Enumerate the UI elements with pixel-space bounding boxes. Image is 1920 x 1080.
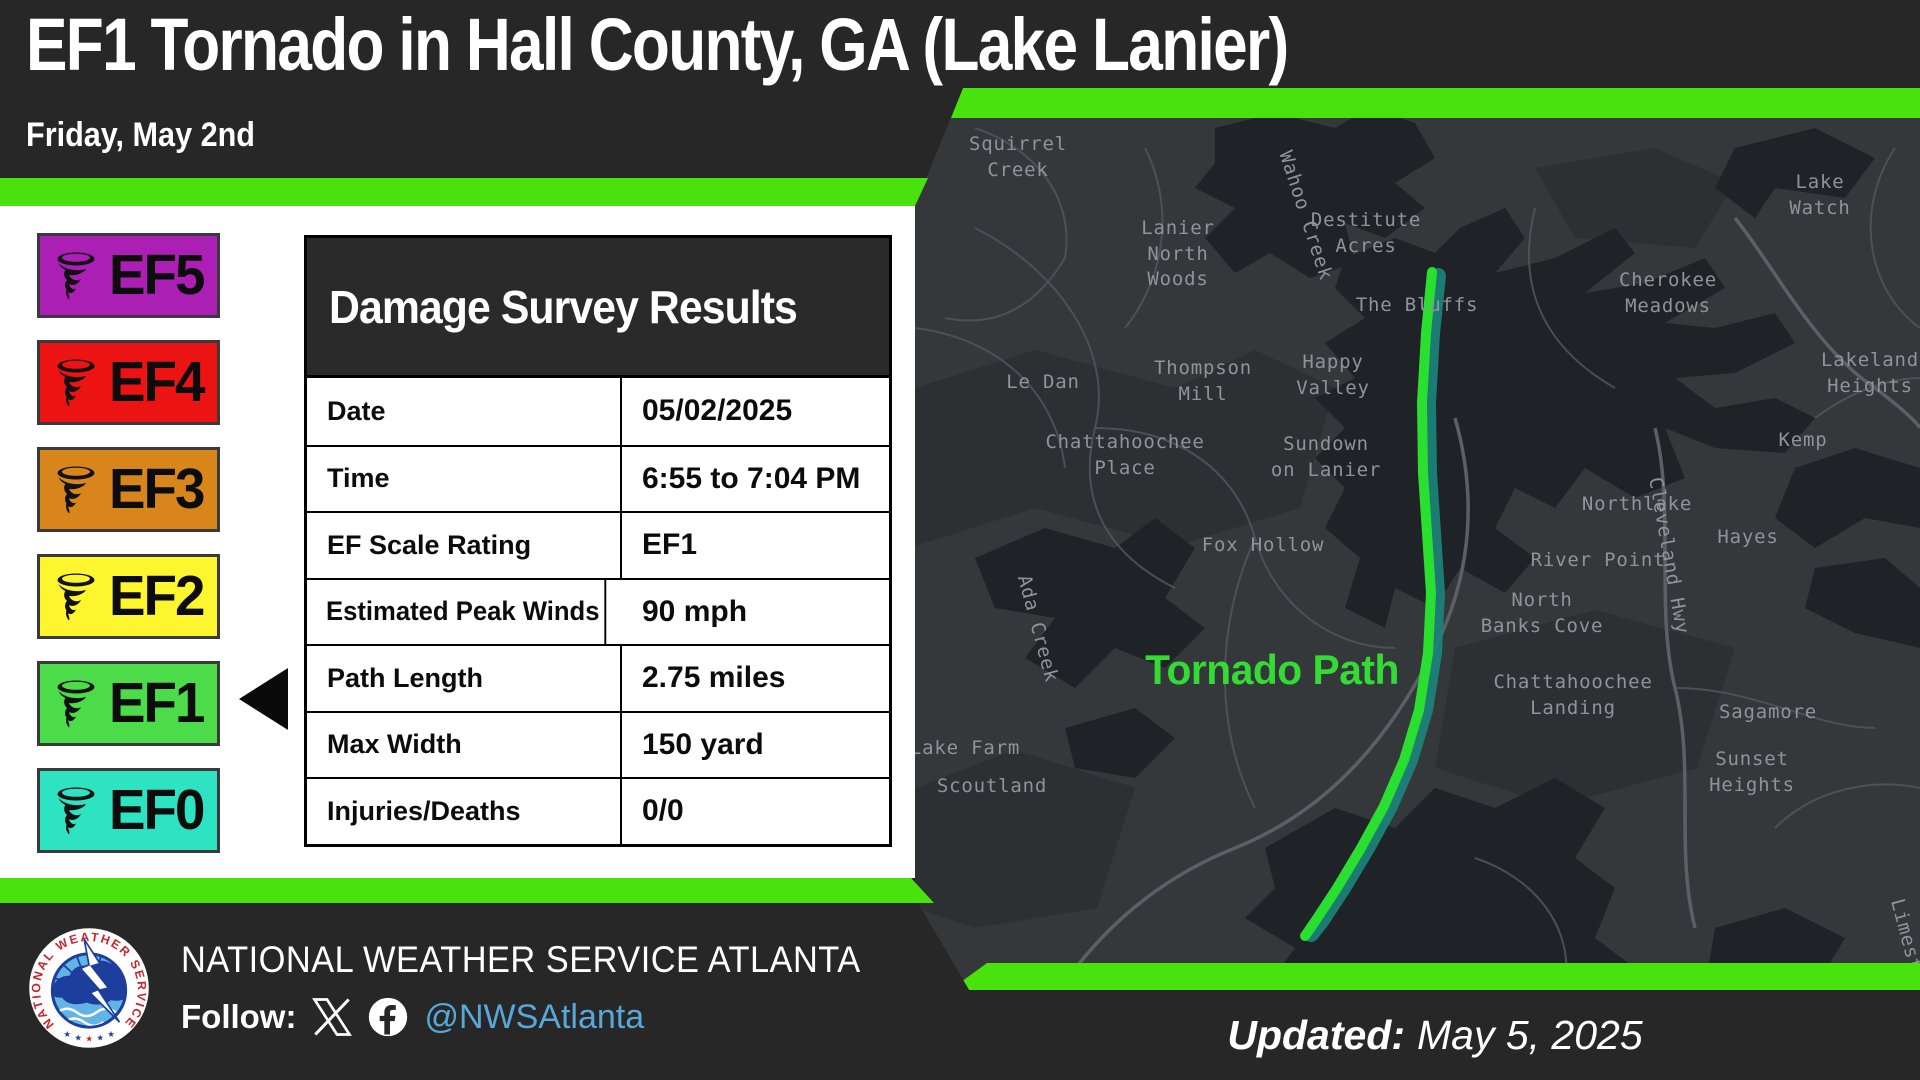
ef4-badge: EF4 [37,340,220,425]
updated-label: Updated: [1227,1011,1405,1058]
row-value: EF1 [642,528,698,562]
row-label: Estimated Peak Winds [307,579,607,644]
map-label-kemp: Kemp [1778,429,1828,451]
map-label-squirrel-creek: Squirrel Creek [969,133,1067,181]
map-label-lake-farm: Lake Farm [915,737,1021,759]
footer: NATIONAL WEATHER SERVICE ★ ★ ★ ★ ★ NATIONA… [0,903,1022,1080]
row-label: EF Scale Rating [307,513,622,578]
map-label-thompson-mill: Thompson Mill [1154,357,1252,405]
tornado-icon [57,359,95,406]
map-top-stripe [951,88,1920,118]
tornado-icon [57,787,95,834]
row-label: Time [307,446,622,511]
map-bottom-green-stripe [950,963,1920,990]
map-label-lake-watch: Lake Watch [1789,171,1851,219]
map-label-fox-hollow: Fox Hollow [1201,534,1325,556]
table-row: Date 05/02/2025 [307,378,889,445]
row-value: 0/0 [642,794,684,828]
row-value: 2.75 miles [642,661,786,695]
survey-table-body: Date 05/02/2025 Time 6:55 to 7:04 PM EF … [304,378,892,847]
row-value: 05/02/2025 [642,394,793,428]
map-label-the-bluffs: The Bluffs [1355,294,1479,316]
survey-table-title: Damage Survey Results [329,280,798,333]
ef2-badge: EF2 [37,554,220,639]
map-label-northlake: Northlake [1581,493,1693,515]
row-value: 150 yard [642,727,764,761]
ef0-label: EF0 [109,778,206,842]
follow-label: Follow: [181,998,297,1035]
tornado-path-label: Tornado Path [1145,646,1399,693]
map-basemap [915,88,1920,1080]
event-date: Friday, May 2nd [26,116,255,154]
x-twitter-icon[interactable] [312,997,353,1037]
updated-bar: Updated: May 5, 2025 [950,990,1920,1080]
table-row: Path Length 2.75 miles [307,644,889,711]
org-name: NATIONAL WEATHER SERVICE ATLANTA [181,939,861,980]
map-label-sundown-on-lanier: Sundown on Lanier [1270,433,1382,481]
row-value: 6:55 to 7:04 PM [642,461,861,495]
survey-table-header: Damage Survey Results [304,235,892,378]
svg-text:★: ★ [96,1033,104,1043]
map-label-river-point: River Point [1530,549,1666,571]
row-label: Max Width [307,712,622,777]
table-row: EF Scale Rating EF1 [307,511,889,578]
nws-logo-icon: NATIONAL WEATHER SERVICE ★ ★ ★ ★ ★ [29,928,149,1048]
table-row: Time 6:55 to 7:04 PM [307,444,889,511]
ef5-label: EF5 [109,243,206,307]
row-label: Injuries/Deaths [307,779,622,844]
map-label-chattahoochee-landing: Chattahoochee Landing [1493,671,1653,719]
follow-row: Follow: @NWSAtlanta [181,997,644,1037]
map-label-le-dan: Le Dan [1006,371,1080,393]
map-label-scoutland: Scoutland [936,775,1048,797]
svg-text:★: ★ [85,1035,93,1045]
ef2-label: EF2 [109,564,206,628]
ef3-badge: EF3 [37,447,220,532]
ef1-badge: EF1 [37,661,220,746]
tornado-icon [57,252,95,299]
svg-text:★: ★ [107,1030,115,1040]
row-label: Path Length [307,646,622,711]
map-label-destitute-acres: Destitute Acres [1310,209,1422,257]
map-label-hayes: Hayes [1717,526,1779,548]
facebook-icon[interactable] [368,997,408,1037]
panel-bottom-green-stripe [0,878,934,903]
table-row: Max Width 150 yard [307,710,889,777]
header-green-stripe [0,178,928,206]
ef0-badge: EF0 [37,768,220,853]
map-label-chattahoochee-place: Chattahoochee Place [1045,431,1205,479]
survey-panel: EF5 EF4 EF3 EF2 EF1 EF0 Damage Survey Re… [0,206,915,878]
ef5-badge: EF5 [37,233,220,318]
tornado-path-line [1300,267,1446,942]
table-row: Estimated Peak Winds 90 mph [307,577,889,644]
ef3-label: EF3 [109,457,206,521]
social-handle-link[interactable]: @NWSAtlanta [424,997,645,1036]
ef1-label: EF1 [109,671,206,735]
map-label-happy-valley: Happy Valley [1296,351,1370,399]
row-label: Date [307,378,622,445]
map-label-cherokee-meadows: Cherokee Meadows [1619,269,1717,317]
ef1-selector-arrow-icon [239,668,288,730]
svg-text:★: ★ [63,1030,71,1040]
map-panel: Squirrel Creek Lanier North Woods Destit… [915,88,1920,1080]
row-value: 90 mph [642,594,748,628]
tornado-icon [57,466,95,513]
svg-text:★: ★ [74,1033,82,1043]
map-label-sunset-heights: Sunset Heights [1709,748,1795,796]
map-label-lanier-north-woods: Lanier North Woods [1141,217,1215,291]
tornado-icon [57,680,95,727]
ef4-label: EF4 [109,350,206,414]
page-title: EF1 Tornado in Hall County, GA (Lake Lan… [26,3,1289,86]
tornado-icon [57,573,95,620]
damage-survey-table: Damage Survey Results Date 05/02/2025 Ti… [304,235,892,847]
map-label-sagamore: Sagamore [1719,701,1817,723]
map-label-lakeland-heights: Lakeland Heights [1821,349,1919,397]
map-label-north-banks-cove: North Banks Cove [1480,589,1604,637]
table-row: Injuries/Deaths 0/0 [307,777,889,844]
updated-date: May 5, 2025 [1417,1011,1643,1058]
